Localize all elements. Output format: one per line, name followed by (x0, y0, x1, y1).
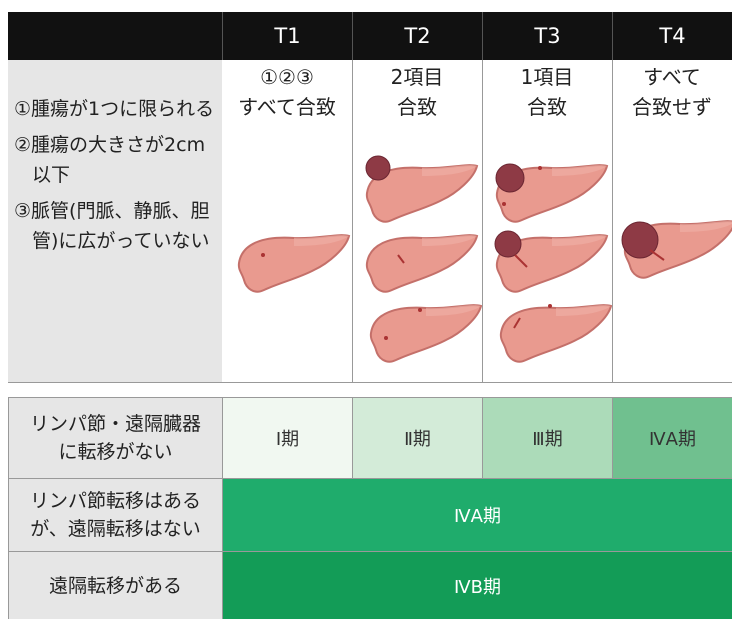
row-label-line: が、遠隔転移はない (30, 518, 201, 540)
stage-cell: Ⅱ期 (352, 397, 482, 478)
livers (237, 155, 732, 363)
stage-cell: ⅣA期 (222, 478, 732, 551)
stage-cell: Ⅰ期 (222, 397, 352, 478)
condition: 2項目合致 (352, 62, 482, 122)
liver-t3 (494, 163, 612, 363)
condition-line: 2項目 (390, 65, 444, 89)
column-line (352, 60, 353, 383)
condition: すべて 合致せず (612, 62, 732, 122)
column-header: T2 (352, 12, 482, 60)
criterion: ①腫瘍が1つに限られる (14, 98, 215, 120)
condition-line: すべて (643, 65, 701, 89)
condition: ①②③ すべて合致 (222, 62, 352, 122)
column-header: T1 (222, 12, 352, 60)
stage-cell: Ⅲ期 (482, 397, 612, 478)
row-label: リンパ節転移はある が、遠隔転移はない (8, 478, 222, 551)
header-corner (8, 12, 222, 60)
criterion: ③脈管(門脈、静脈、胆管)に広がっていない (14, 200, 210, 252)
stage-cell: ⅣA期 (612, 397, 732, 478)
column-header: T3 (482, 12, 612, 60)
column-line (482, 60, 483, 383)
row-label-line: リンパ節転移はある (29, 490, 201, 512)
row-label-line: 遠隔転移がある (48, 574, 182, 597)
column-line (612, 60, 613, 383)
criteria-column: ①腫瘍が1つに限られる ②腫瘍の大きさが2cm以下 ③脈管(門脈、静脈、胆管)に広が… (8, 60, 222, 383)
liver-t2 (365, 155, 482, 363)
liver-t4 (621, 220, 732, 279)
row-label-line: に転移がない (58, 441, 173, 463)
liver-t1 (237, 234, 350, 293)
row-label: リンパ節・遠隔臓器 に転移がない (8, 397, 222, 478)
condition: 1項目合致 (482, 62, 612, 122)
condition-line: 合致 (397, 95, 437, 119)
row-label: 遠隔転移がある (8, 551, 222, 619)
condition-line: 合致 (527, 95, 567, 119)
row-label-line: リンパ節・遠隔臓器 (29, 413, 201, 435)
condition-line: 1項目 (520, 65, 574, 89)
condition-line: 合致せず (632, 95, 712, 119)
stage-cell: ⅣB期 (222, 551, 732, 619)
condition-line: すべて合致 (238, 95, 336, 119)
condition-line: ①②③ (260, 65, 314, 89)
divider (8, 382, 732, 383)
column-header: T4 (612, 12, 732, 60)
criterion: ②腫瘍の大きさが2cm以下 (14, 134, 206, 186)
